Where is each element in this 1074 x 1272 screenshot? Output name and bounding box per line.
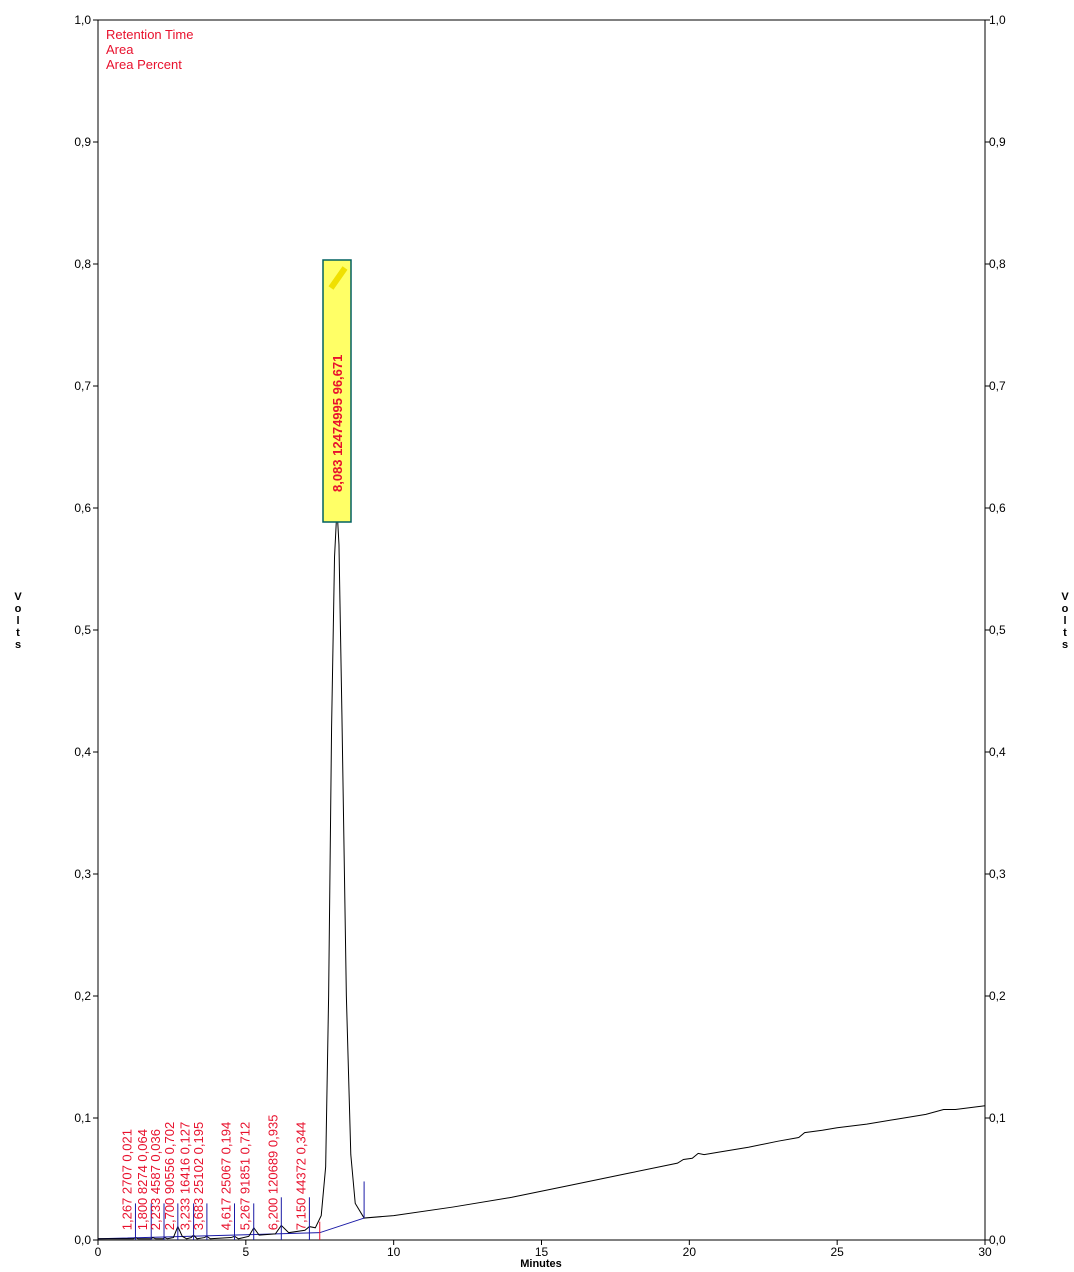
main-peak-box-accent (328, 266, 348, 290)
axis-title-letter: o (15, 603, 22, 615)
y-tick-label-right: 0,5 (989, 623, 1006, 637)
y-tick-label-left: 0,8 (74, 257, 91, 271)
y-tick-label-left: 0,7 (74, 379, 91, 393)
peak-label-8: 6,200 120689 0,935 (265, 1115, 280, 1231)
x-tick-label: 20 (683, 1245, 697, 1259)
peak-label-4: 3,233 16416 0,127 (178, 1122, 193, 1230)
y-tick-label-left: 1,0 (74, 13, 91, 27)
x-tick-label: 25 (830, 1245, 844, 1259)
peak-label-7: 5,267 91851 0,712 (238, 1122, 253, 1230)
peak-label-6: 4,617 25067 0,194 (219, 1122, 234, 1230)
peak-label-1: 1,800 8274 0,064 (135, 1129, 150, 1230)
peak-label-3: 2,700 90556 0,702 (162, 1122, 177, 1230)
y-tick-label-right: 0,4 (989, 745, 1006, 759)
axis-title-letter: l (1063, 615, 1066, 627)
y-tick-label-left: 0,9 (74, 135, 91, 149)
peak-label-0: 1,267 2707 0,021 (119, 1129, 134, 1230)
axes-layer: 0,0 0,0 0,1 0,1 0,2 0,2 0,3 0,3 0,4 0,4 0,5 0,5 0,6 0… (74, 13, 1006, 1259)
x-tick-label: 15 (535, 1245, 549, 1259)
y-tick-label-left: 0,4 (74, 745, 91, 759)
peak-label-9: 7,150 44372 0,344 (293, 1122, 308, 1230)
legend-entry-area: Area (106, 42, 134, 57)
y-tick-label-left: 0,6 (74, 501, 91, 515)
y-tick-label-right: 0,2 (989, 989, 1006, 1003)
y-tick-label-right: 0,6 (989, 501, 1006, 515)
legend-entry-area-percent: Area Percent (106, 57, 182, 72)
y-tick-label-right: 0,3 (989, 867, 1006, 881)
y-tick-label-right: 1,0 (989, 13, 1006, 27)
y-tick-label-right: 0,0 (989, 1233, 1006, 1247)
x-tick-label: 5 (242, 1245, 249, 1259)
axis-title-letter: V (14, 591, 22, 603)
x-tick-label: 0 (95, 1245, 102, 1259)
axis-title-letter: V (1061, 591, 1069, 603)
x-axis-title: Minutes (520, 1258, 562, 1270)
plot-frame (97, 19, 986, 1241)
y-tick-label-left: 0,5 (74, 623, 91, 637)
axis-title-letter: l (16, 615, 19, 627)
legend-entry-retention-time: Retention Time (106, 27, 193, 42)
y-tick-label-right: 0,8 (989, 257, 1006, 271)
axis-title-letter: t (16, 627, 20, 639)
peak-label-2: 2,233 4587 0,036 (148, 1129, 163, 1230)
x-tick-label: 30 (978, 1245, 992, 1259)
y-tick-label-right: 0,9 (989, 135, 1006, 149)
legend: Retention Time Area Area Percent (106, 27, 193, 72)
axis-title-letter: s (15, 639, 21, 651)
peak-label-5: 3,683 25102 0,195 (191, 1122, 206, 1230)
y-tick-label-left: 0,0 (74, 1233, 91, 1247)
y-tick-label-right: 0,7 (989, 379, 1006, 393)
y-tick-label-right: 0,1 (989, 1111, 1006, 1125)
main-peak-label: 8,083 12474995 96,671 (330, 355, 345, 492)
axis-title-letter: o (1062, 603, 1069, 615)
y-tick-label-left: 0,2 (74, 989, 91, 1003)
peak-markers (134, 1181, 365, 1240)
axis-title-letter: s (1062, 639, 1068, 651)
x-tick-label: 10 (387, 1245, 401, 1259)
y-tick-label-left: 0,3 (74, 867, 91, 881)
axis-title-letter: t (1063, 627, 1067, 639)
y-tick-label-left: 0,1 (74, 1111, 91, 1125)
main-peak-label-box (322, 259, 352, 523)
